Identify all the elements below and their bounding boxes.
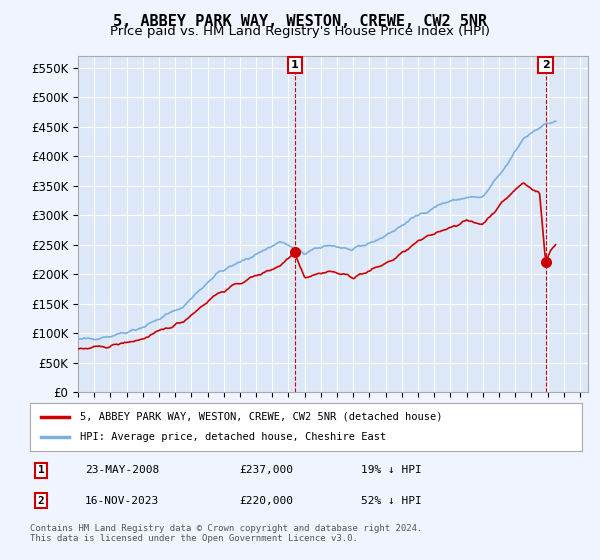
Text: HPI: Average price, detached house, Cheshire East: HPI: Average price, detached house, Ches… [80, 432, 386, 442]
Text: 1: 1 [291, 60, 299, 70]
Text: 19% ↓ HPI: 19% ↓ HPI [361, 465, 422, 475]
Text: 52% ↓ HPI: 52% ↓ HPI [361, 496, 422, 506]
Text: 2: 2 [38, 496, 44, 506]
Text: £220,000: £220,000 [240, 496, 294, 506]
Text: 5, ABBEY PARK WAY, WESTON, CREWE, CW2 5NR (detached house): 5, ABBEY PARK WAY, WESTON, CREWE, CW2 5N… [80, 412, 442, 422]
Text: 5, ABBEY PARK WAY, WESTON, CREWE, CW2 5NR: 5, ABBEY PARK WAY, WESTON, CREWE, CW2 5N… [113, 14, 487, 29]
Text: 1: 1 [38, 465, 44, 475]
Text: 2: 2 [542, 60, 550, 70]
Text: 16-NOV-2023: 16-NOV-2023 [85, 496, 160, 506]
Text: 23-MAY-2008: 23-MAY-2008 [85, 465, 160, 475]
Text: Price paid vs. HM Land Registry's House Price Index (HPI): Price paid vs. HM Land Registry's House … [110, 25, 490, 38]
Text: £237,000: £237,000 [240, 465, 294, 475]
Text: Contains HM Land Registry data © Crown copyright and database right 2024.
This d: Contains HM Land Registry data © Crown c… [30, 524, 422, 543]
